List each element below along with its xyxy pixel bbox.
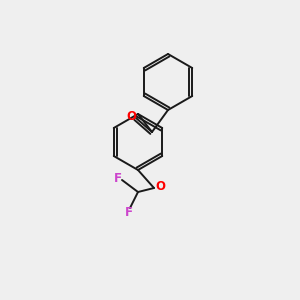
Text: F: F: [114, 172, 122, 185]
Text: O: O: [155, 181, 165, 194]
Text: O: O: [126, 110, 136, 124]
Text: F: F: [125, 206, 133, 220]
